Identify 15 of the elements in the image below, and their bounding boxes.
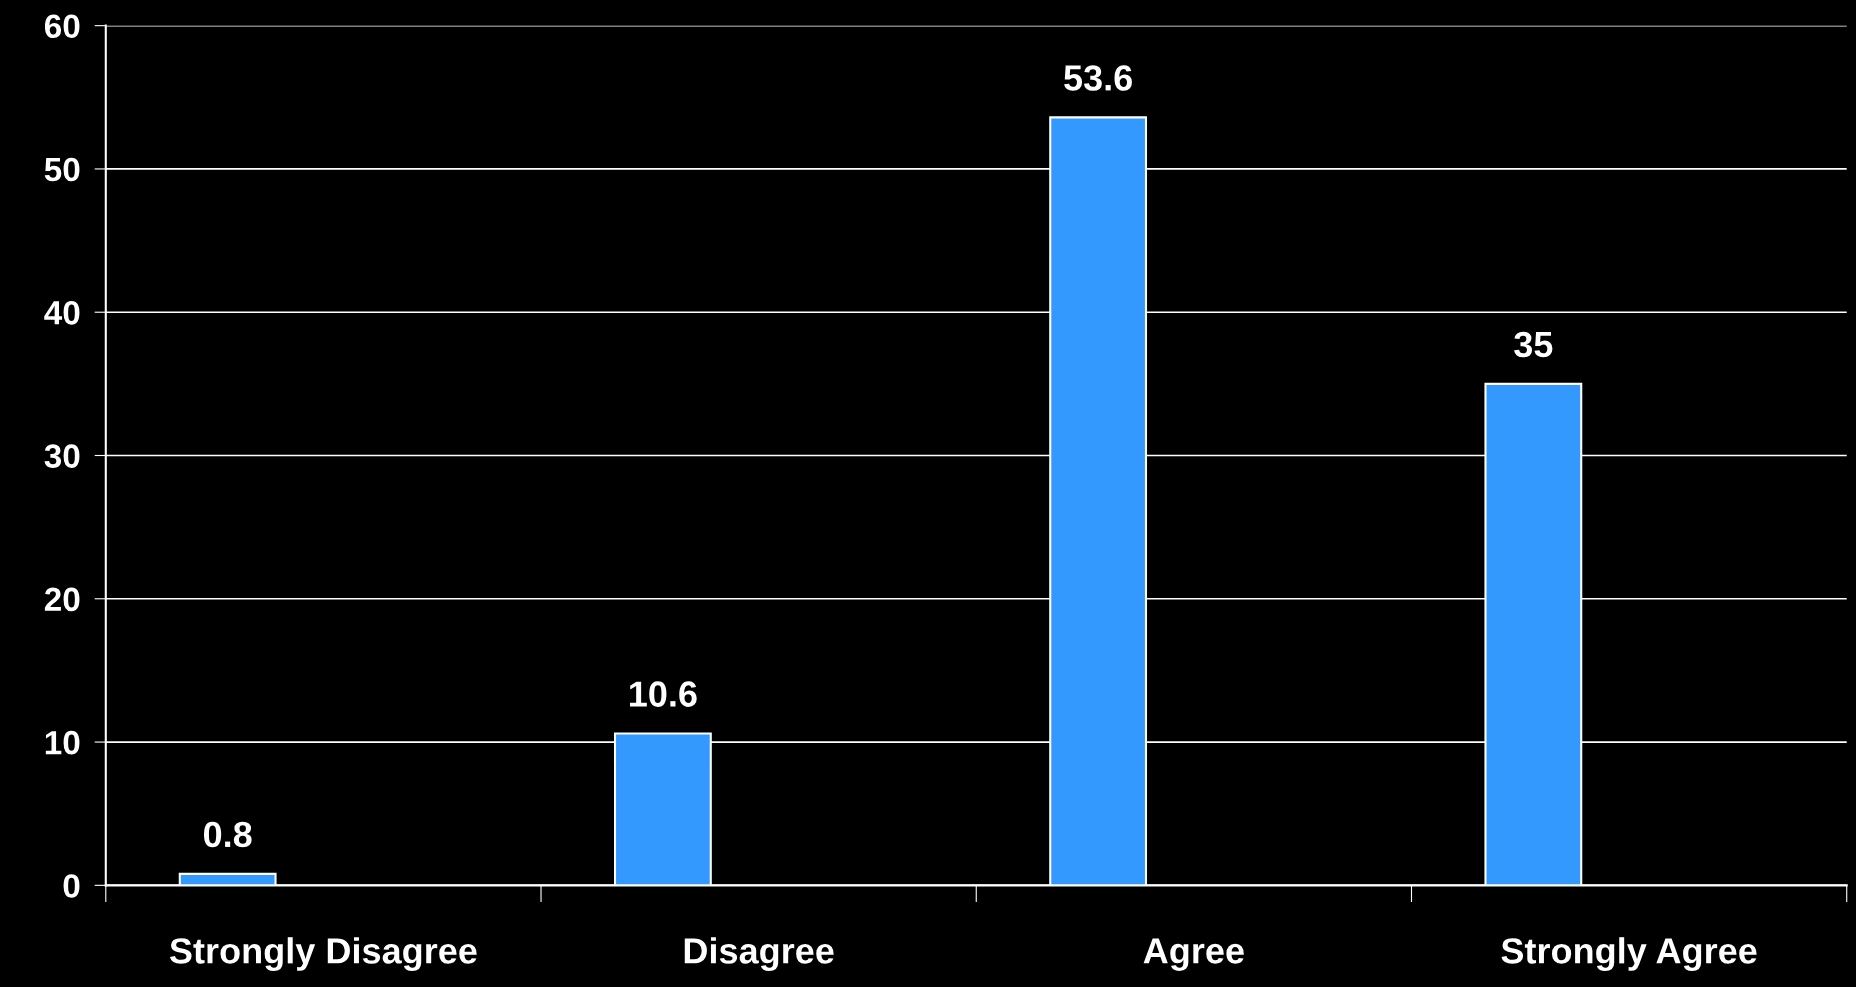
y-tick-label: 10: [45, 730, 80, 755]
data-label: 35: [1514, 331, 1553, 358]
data-label: 0.8: [203, 821, 252, 848]
x-tick-label: Strongly Agree: [1501, 937, 1757, 972]
data-label: 53.6: [1064, 65, 1132, 91]
x-tick-label: Disagree: [684, 937, 834, 972]
y-tick-label: 60: [44, 14, 80, 39]
y-tick-label: 20: [44, 587, 80, 612]
x-tick-label: Strongly Disagree: [169, 937, 477, 972]
x-tick-label: Agree: [1143, 938, 1244, 971]
y-tick-label: 40: [44, 301, 80, 325]
data-label: 10.6: [630, 681, 697, 707]
y-tick-label: 0: [63, 874, 80, 898]
y-tick-label: 30: [44, 444, 80, 468]
y-tick-label: 50: [44, 157, 80, 182]
